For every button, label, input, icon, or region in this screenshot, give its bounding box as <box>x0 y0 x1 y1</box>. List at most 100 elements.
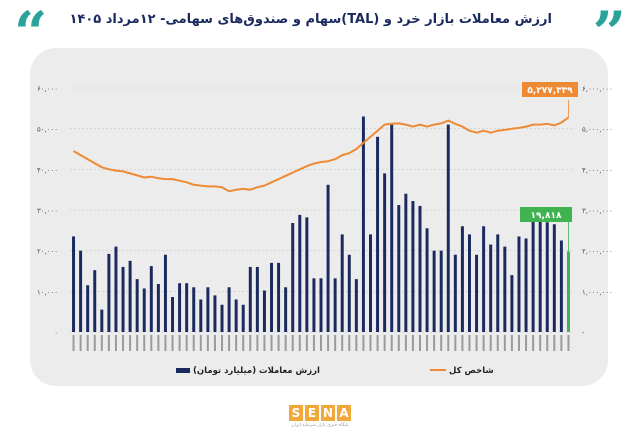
bar <box>446 124 450 332</box>
left-axis-tick-label: ۰ <box>54 329 58 337</box>
x-tick-label-mark <box>489 335 492 351</box>
chart-title: ارزش معاملات بازار خرد و (TAL)سهام و صند… <box>69 12 552 27</box>
bar <box>178 283 182 332</box>
x-tick-label-mark <box>93 335 96 351</box>
left-axis-tick-label: ۴۰,۰۰۰ <box>37 166 58 174</box>
logo-letter: S <box>289 405 303 421</box>
bar <box>171 297 175 332</box>
x-tick-label-mark <box>136 335 139 351</box>
bar <box>192 287 196 332</box>
bar <box>361 116 365 332</box>
right-axis-tick-label: - <box>582 329 585 337</box>
bar <box>545 222 549 332</box>
legend-bar-swatch <box>176 368 190 373</box>
x-tick-label-mark <box>510 335 513 351</box>
x-tick-label-mark <box>348 335 351 351</box>
index-value-badge <box>522 82 578 97</box>
bar-value-label: ۱۹,۸۱۸ <box>531 211 562 221</box>
index-value-label: ۵,۲۷۷,۳۳۹ <box>527 86 573 96</box>
x-tick-label-mark <box>546 335 549 351</box>
bar <box>460 226 464 332</box>
right-axis-tick-label: ۲,۰۰۰,۰۰۰ <box>582 248 613 256</box>
bar <box>93 270 97 332</box>
bar <box>467 234 471 332</box>
logo-letter: E <box>305 405 319 421</box>
x-tick-label-mark <box>72 335 75 351</box>
bar <box>326 184 330 332</box>
bar <box>255 266 259 332</box>
bar <box>340 234 344 332</box>
bar <box>86 285 90 332</box>
bar <box>135 279 139 332</box>
legend-bar-label: ارزش معاملات (میلیارد تومان) <box>193 366 320 376</box>
bar <box>538 210 542 332</box>
bar <box>156 284 160 332</box>
x-tick-label-mark <box>355 335 358 351</box>
bar <box>439 250 443 332</box>
x-tick-label-mark <box>397 335 400 351</box>
x-tick-label-mark <box>107 335 110 351</box>
logo-subtitle: پایگاه خبری بازار سرمایه ایران <box>291 423 349 428</box>
bar <box>312 278 316 332</box>
bar <box>305 217 309 332</box>
x-tick-label-mark <box>157 335 160 351</box>
bar <box>220 304 224 332</box>
bar <box>284 287 288 332</box>
bar <box>262 290 266 332</box>
x-tick-label-mark <box>567 335 570 351</box>
bar <box>121 266 125 332</box>
legend-line-label: شاخص کل <box>449 366 494 376</box>
x-tick-label-mark <box>192 335 195 351</box>
x-tick-label-mark <box>539 335 542 351</box>
bar <box>354 279 358 332</box>
x-tick-label-mark <box>100 335 103 351</box>
x-tick-label-mark <box>178 335 181 351</box>
x-tick-label-mark <box>404 335 407 351</box>
bar <box>418 205 422 332</box>
bar <box>185 283 189 332</box>
quote-mark-right-icon: ” <box>592 0 626 67</box>
bar <box>163 254 167 332</box>
x-tick-label-mark <box>213 335 216 351</box>
index-line <box>72 116 570 193</box>
bar <box>241 304 245 332</box>
bar <box>397 205 401 332</box>
bar <box>234 299 238 332</box>
x-tick-label-mark <box>383 335 386 351</box>
x-tick-label-mark <box>150 335 153 351</box>
bar <box>510 275 514 332</box>
x-tick-label-mark <box>256 335 259 351</box>
bar <box>277 262 281 332</box>
x-tick-label-mark <box>122 335 125 351</box>
bar <box>411 201 415 332</box>
x-tick-label-mark <box>553 335 556 351</box>
x-tick-label-mark <box>517 335 520 351</box>
x-tick-label-mark <box>143 335 146 351</box>
x-tick-label-mark <box>482 335 485 351</box>
bar <box>503 246 507 332</box>
x-tick-label-mark <box>369 335 372 351</box>
bar <box>425 228 429 332</box>
logo-letter: A <box>337 405 351 421</box>
bar <box>319 278 323 332</box>
x-tick-label-mark <box>327 335 330 351</box>
x-tick-label-mark <box>312 335 315 351</box>
x-tick-label-mark <box>164 335 167 351</box>
left-axis-tick-label: ۱۰,۰۰۰ <box>37 288 58 296</box>
x-tick-label-mark <box>305 335 308 351</box>
bar <box>100 309 104 332</box>
x-tick-label-mark <box>320 335 322 351</box>
bar <box>524 238 528 332</box>
x-tick-label-mark <box>433 335 436 351</box>
x-tick-label-mark <box>376 335 379 351</box>
x-tick-label-mark <box>503 335 506 351</box>
x-tick-label-mark <box>362 335 365 351</box>
bar <box>552 224 556 332</box>
right-axis-tick-label: ۱,۰۰۰,۰۰۰ <box>582 288 613 296</box>
bar-latest <box>566 251 570 332</box>
x-tick-label-mark <box>284 335 287 351</box>
x-tick-label-mark <box>560 335 563 351</box>
